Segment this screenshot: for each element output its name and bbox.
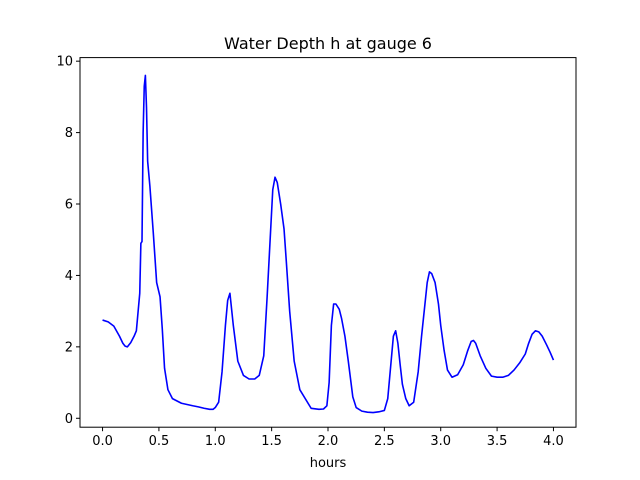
y-tick-label: 0 — [65, 412, 73, 427]
y-tick-label: 6 — [65, 198, 73, 213]
x-tick-label: 0.0 — [92, 434, 113, 449]
x-tick-label: 3.5 — [487, 434, 508, 449]
series-layer — [102, 74, 555, 414]
series-line-0 — [102, 74, 555, 414]
x-tick-label: 3.0 — [430, 434, 451, 449]
x-axis-label: hours — [310, 456, 347, 471]
x-tick-label: 1.5 — [261, 434, 282, 449]
y-tick-label: 10 — [56, 55, 73, 70]
y-tick-label: 8 — [65, 126, 73, 141]
x-tick-label: 0.5 — [149, 434, 170, 449]
x-tick-label: 2.5 — [374, 434, 395, 449]
plot-area — [102, 74, 555, 414]
chart-title: Water Depth h at gauge 6 — [224, 34, 432, 53]
y-tick-label: 2 — [65, 340, 73, 355]
y-axis-ticks: 0 2 4 6 8 10 — [56, 55, 80, 427]
x-tick-label: 1.0 — [205, 434, 226, 449]
x-axis-ticks: 0.0 0.5 1.0 1.5 2.0 2.5 3.0 3.5 4.0 — [92, 427, 564, 449]
x-tick-label: 4.0 — [543, 434, 564, 449]
x-tick-label: 2.0 — [318, 434, 339, 449]
y-tick-label: 4 — [65, 269, 73, 284]
